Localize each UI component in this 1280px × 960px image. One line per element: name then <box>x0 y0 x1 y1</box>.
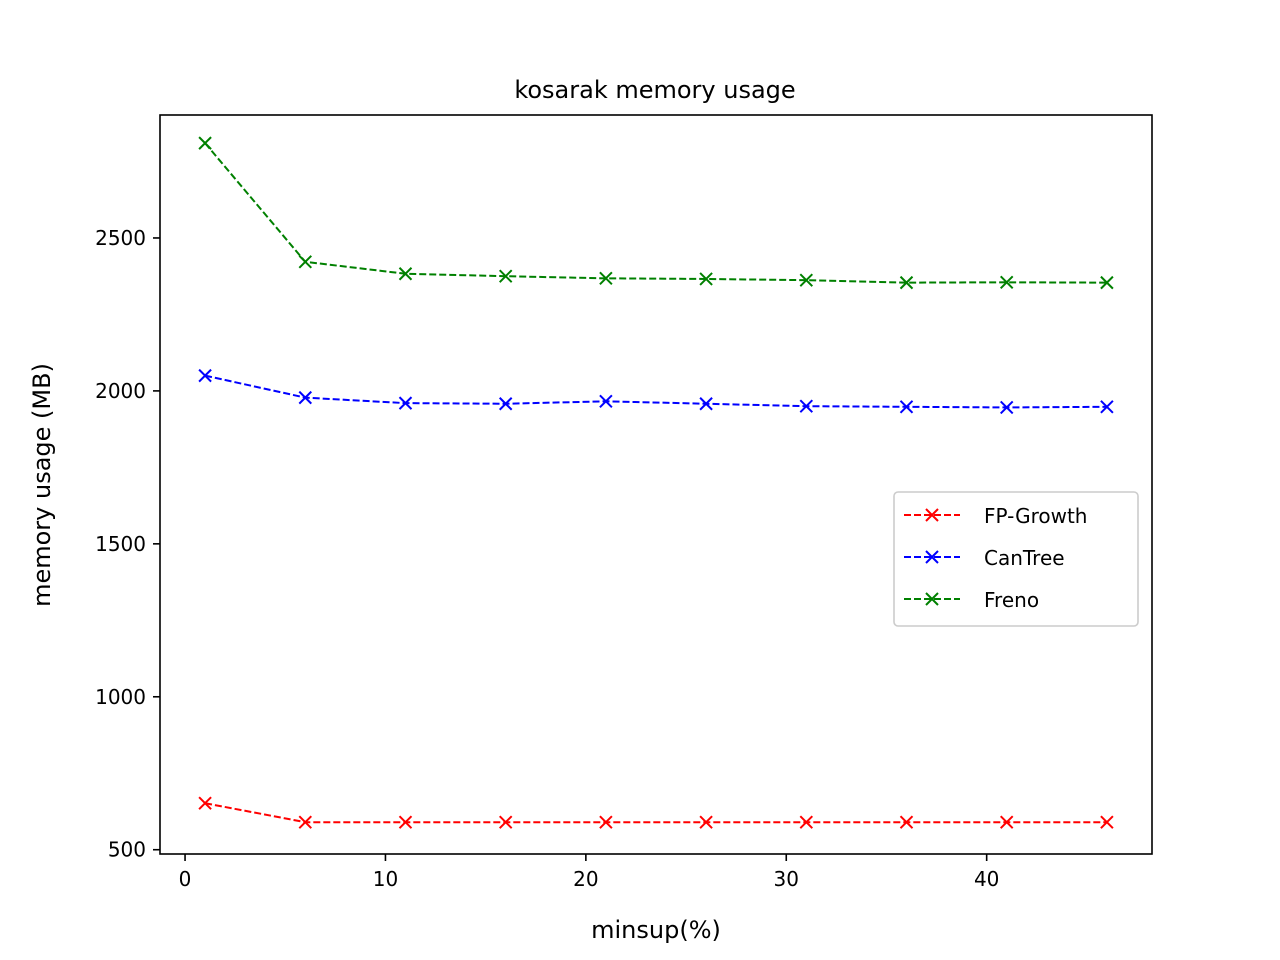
data-point-marker <box>198 368 212 383</box>
legend-box <box>893 491 1139 627</box>
data-point-marker <box>298 815 313 829</box>
x-tick-label: 30 <box>774 867 799 891</box>
data-point-marker <box>1100 815 1114 829</box>
x-tick-label: 40 <box>974 867 999 891</box>
data-point-marker <box>699 815 713 829</box>
legend-marker <box>925 508 939 522</box>
data-point-marker <box>799 399 814 413</box>
data-point-marker <box>298 255 313 269</box>
data-point-marker <box>498 269 513 283</box>
x-axis: 0 10 20 30 40 <box>179 854 999 891</box>
legend-item: CanTree <box>904 546 1065 570</box>
y-tick-label: 500 <box>108 838 146 862</box>
series-line <box>204 802 1107 824</box>
series-line <box>204 374 1107 409</box>
y-axis-label: memory usage (MB) <box>28 363 56 607</box>
data-point-marker <box>599 815 613 829</box>
legend-item: FP-Growth <box>904 504 1087 528</box>
data-point-marker <box>1000 815 1014 829</box>
y-tick-label: 1000 <box>95 685 146 709</box>
data-point-marker <box>599 271 613 286</box>
data-point-marker <box>398 396 413 410</box>
series-cantree <box>198 368 1114 415</box>
legend-item: Freno <box>904 588 1039 612</box>
series-fp-growth <box>198 796 1114 829</box>
legend-label: CanTree <box>984 546 1065 570</box>
data-point-marker <box>699 272 713 286</box>
x-axis-label: minsup(%) <box>591 916 721 944</box>
data-point-marker <box>498 397 513 411</box>
x-tick-label: 20 <box>573 867 598 891</box>
data-point-marker <box>198 796 212 810</box>
y-tick-label: 2500 <box>95 226 146 250</box>
data-point-marker <box>899 275 914 290</box>
data-point-marker <box>498 815 513 829</box>
data-point-marker <box>1000 275 1014 290</box>
data-point-marker <box>198 136 212 150</box>
data-point-marker <box>398 267 413 281</box>
data-point-marker <box>398 815 413 829</box>
data-point-marker <box>599 394 613 409</box>
x-tick-label: 0 <box>179 867 192 891</box>
legend: FP-Growth CanTree Freno <box>893 491 1139 627</box>
data-point-marker <box>1000 400 1014 415</box>
series-layer <box>198 136 1114 829</box>
legend-marker <box>925 592 939 606</box>
y-axis: 500 1000 1500 2000 2500 <box>95 226 160 862</box>
x-tick-label: 10 <box>373 867 398 891</box>
legend-label: Freno <box>984 588 1039 612</box>
data-point-marker <box>799 815 814 829</box>
data-point-marker <box>799 273 814 287</box>
data-point-marker <box>699 397 713 411</box>
data-point-marker <box>1100 275 1114 290</box>
data-point-marker <box>899 815 914 829</box>
data-point-marker <box>298 390 313 405</box>
legend-marker <box>925 550 939 564</box>
chart-title: kosarak memory usage <box>514 76 795 104</box>
data-point-marker <box>899 400 914 414</box>
data-point-marker <box>1100 400 1114 414</box>
y-tick-label: 2000 <box>95 379 146 403</box>
y-tick-label: 1500 <box>95 532 146 556</box>
plot-frame <box>159 114 1153 855</box>
legend-label: FP-Growth <box>984 504 1087 528</box>
series-freno <box>198 136 1114 290</box>
series-line <box>204 142 1107 284</box>
